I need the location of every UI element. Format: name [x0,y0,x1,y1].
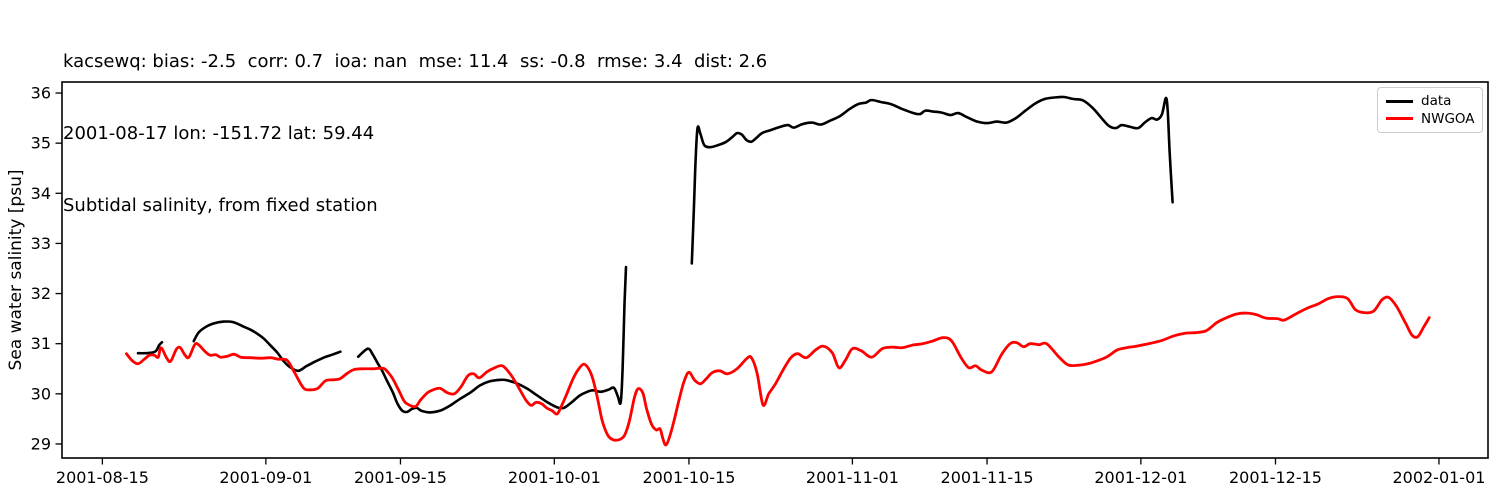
x-tick-label: 2001-12-15 [1229,468,1322,487]
x-tick-label: 2001-11-01 [806,468,899,487]
legend-entry-label: NWGOA [1421,110,1475,127]
y-tick-label: 31 [31,334,51,353]
legend-entry-label: data [1421,93,1452,110]
x-tick-label: 2001-11-15 [941,468,1034,487]
x-tick-label: 2002-01-01 [1392,468,1485,487]
y-tick-label: 33 [31,234,51,253]
legend-line-sample [1386,99,1413,103]
legend: data NWGOA [1377,87,1483,133]
x-tick-label: 2001-09-01 [219,468,312,487]
series-line-data [192,320,342,373]
x-tick-label: 2001-09-15 [354,468,447,487]
y-tick-label: 32 [31,284,51,303]
series-line-data [690,95,1174,265]
chart-title-date-coords-line: 2001-08-17 lon: -151.72 lat: 59.44 [63,123,375,144]
y-tick-label: 29 [31,434,51,453]
y-axis-label: Sea water salinity [psu] [6,170,26,371]
series-line-data [136,340,164,355]
x-tick-label: 2001-10-15 [642,468,735,487]
x-tick-label: 2001-10-01 [508,468,601,487]
y-tick-label: 30 [31,384,51,403]
x-tick-label: 2001-12-01 [1094,468,1187,487]
plot-frame [61,81,1489,459]
y-tick-label: 36 [31,84,51,103]
y-tick-label: 35 [31,134,51,153]
legend-entry-data: data [1386,94,1474,108]
x-tick-label: 2001-08-15 [56,468,149,487]
series-line-data [356,265,628,414]
legend-line-sample [1386,117,1413,121]
y-tick-label: 34 [31,184,51,203]
chart-title-variable-line: Subtidal salinity, from fixed station [63,195,378,216]
series-line-nwgoa [125,295,1431,447]
chart-title-stats-line: kacsewq: bias: -2.5 corr: 0.7 ioa: nan m… [63,51,768,72]
legend-entry-nwgoa: NWGOA [1386,110,1475,127]
chart-title-block: kacsewq: bias: -2.5 corr: 0.7 ioa: nan m… [63,2,767,266]
